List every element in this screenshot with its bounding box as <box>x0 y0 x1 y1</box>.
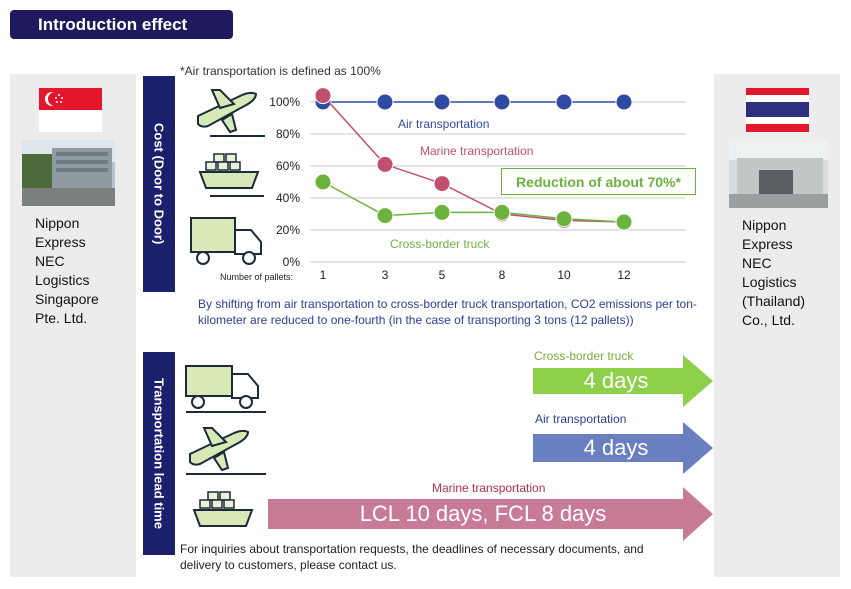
x-tick-label: 5 <box>439 268 446 282</box>
data-point <box>376 93 394 111</box>
ship-icon <box>192 491 254 527</box>
truck-arrow-label: Cross-border truck <box>534 349 634 363</box>
data-point <box>615 213 633 231</box>
x-tick-label: 10 <box>557 268 571 282</box>
series-line-1 <box>322 95 625 223</box>
co2-summary-text: By shifting from air transportation to c… <box>198 297 697 327</box>
reduction-callout: Reduction of about 70%* <box>501 168 696 195</box>
air-arrow-label: Air transportation <box>535 412 627 426</box>
x-axis-label: Number of pallets: <box>220 272 293 282</box>
data-point <box>433 175 451 193</box>
data-point <box>376 155 394 173</box>
marine-lead-arrow <box>268 487 713 541</box>
x-tick-label: 12 <box>617 268 631 282</box>
y-tick-label: 20% <box>276 223 300 237</box>
data-point <box>433 93 451 111</box>
inquiry-footer: For inquiries about transportation reque… <box>180 542 644 572</box>
data-point <box>376 207 394 225</box>
y-tick-label: 60% <box>276 159 300 173</box>
air-days: 4 days <box>583 435 649 460</box>
series-label: Cross-border truck <box>390 237 490 251</box>
x-tick-label: 1 <box>320 268 327 282</box>
y-tick-label: 0% <box>283 255 301 269</box>
truck-days: 4 days <box>583 368 649 393</box>
air-baseline-note: *Air transportation is defined as 100% <box>180 64 381 78</box>
y-tick-label: 100% <box>269 95 300 109</box>
data-point <box>555 210 573 228</box>
origin-company-name: Nippon Express NEC Logistics Singapore P… <box>35 215 99 326</box>
truck-lead-arrow <box>533 355 713 407</box>
data-point <box>314 87 332 105</box>
section-title: Introduction effect <box>10 10 233 39</box>
marine-arrow-label: Marine transportation <box>432 481 546 495</box>
singapore-warehouse-photo <box>22 140 115 206</box>
series-line-2 <box>322 181 625 223</box>
marine-days: LCL 10 days, FCL 8 days <box>359 501 607 526</box>
data-point <box>314 173 332 191</box>
ship-icon <box>198 153 264 197</box>
data-point <box>615 93 633 111</box>
lead-time-band-label: Transportation lead time <box>143 352 175 555</box>
cost-band-label: Cost (Door to Door) <box>143 76 175 292</box>
thailand-warehouse-photo <box>729 140 828 208</box>
data-point <box>555 93 573 111</box>
data-point <box>493 203 511 221</box>
x-tick-label: 3 <box>382 268 389 282</box>
air-lead-arrow <box>533 422 713 474</box>
y-tick-label: 40% <box>276 191 300 205</box>
airplane-icon <box>197 89 265 137</box>
series-label: Marine transportation <box>420 144 533 158</box>
data-point <box>493 93 511 111</box>
data-point <box>433 203 451 221</box>
series-label: Air transportation <box>398 117 489 131</box>
x-tick-label: 8 <box>499 268 506 282</box>
truck-icon <box>190 217 262 265</box>
cost-line-chart: 100% 80% 60% 40% 20% 0% Number of pallets: 1 3 5 8… <box>220 87 685 282</box>
thailand-flag-icon <box>746 88 809 132</box>
y-tick-label: 80% <box>276 127 300 141</box>
airplane-icon <box>186 427 266 475</box>
singapore-flag-icon <box>39 88 102 132</box>
truck-icon <box>185 365 266 413</box>
destination-company-name: Nippon Express NEC Logistics (Thailand) … <box>742 217 806 328</box>
